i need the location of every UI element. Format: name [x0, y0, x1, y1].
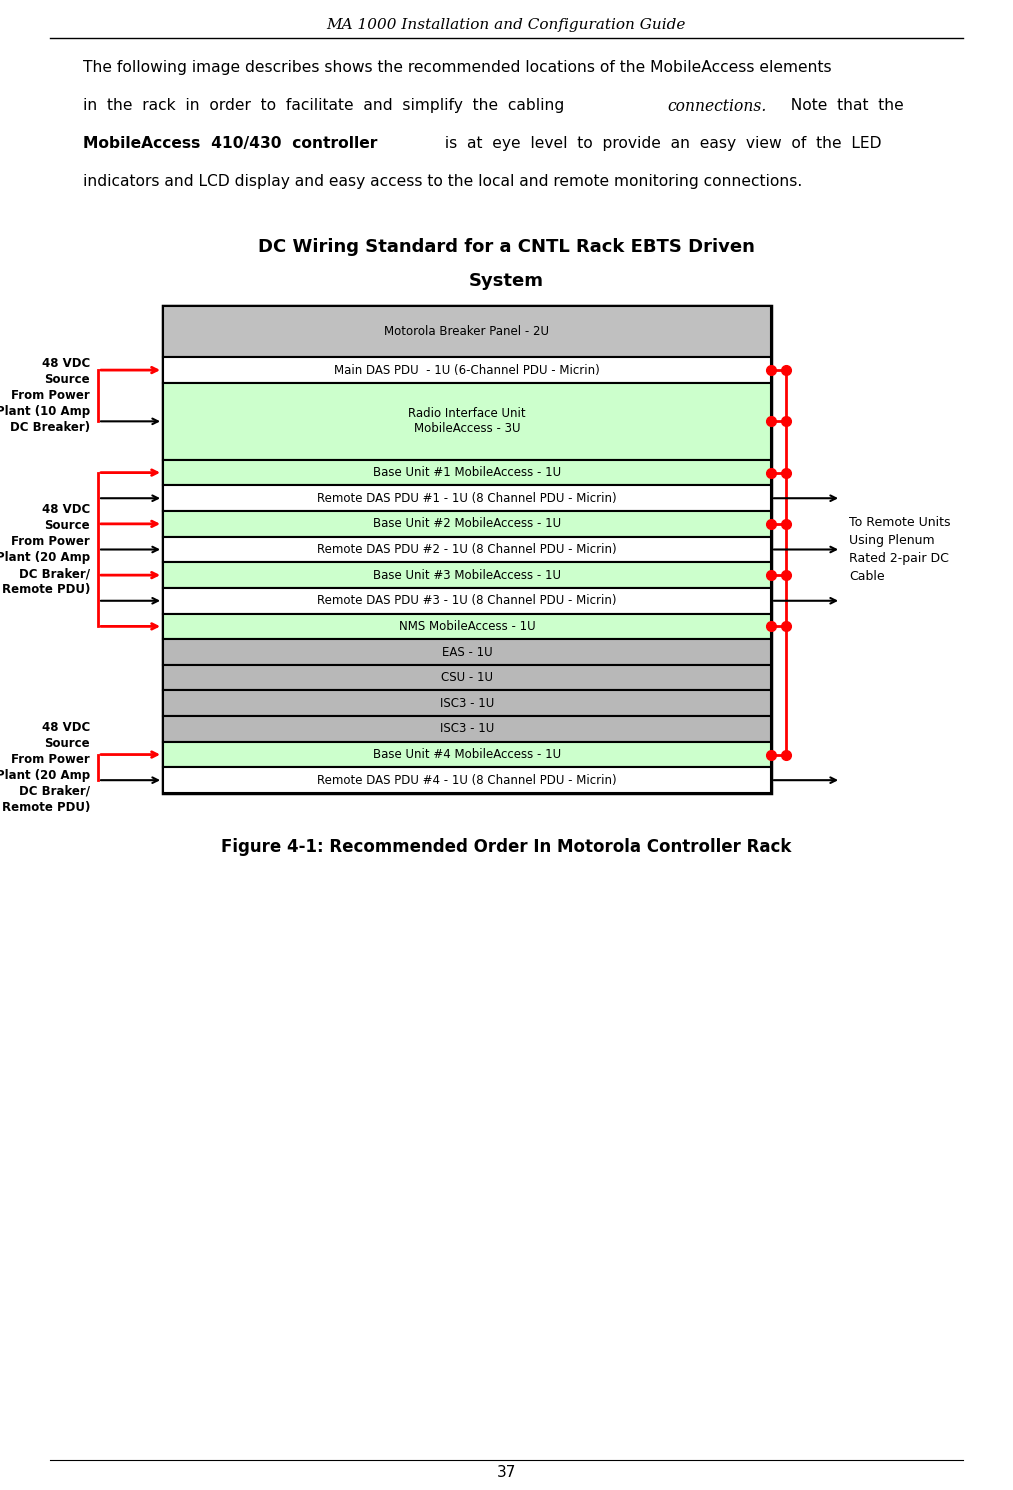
Text: Remote DAS PDU #4 - 1U (8 Channel PDU - Micrin): Remote DAS PDU #4 - 1U (8 Channel PDU - …: [317, 773, 617, 787]
Text: Remote DAS PDU #1 - 1U (8 Channel PDU - Micrin): Remote DAS PDU #1 - 1U (8 Channel PDU - …: [317, 492, 617, 505]
Text: Base Unit #1 MobileAccess - 1U: Base Unit #1 MobileAccess - 1U: [373, 466, 561, 480]
Text: MA 1000 Installation and Configuration Guide: MA 1000 Installation and Configuration G…: [326, 18, 686, 31]
Text: 48 VDC
Source
From Power
Plant (10 Amp
DC Breaker): 48 VDC Source From Power Plant (10 Amp D…: [0, 358, 90, 434]
Text: Main DAS PDU  - 1U (6-Channel PDU - Micrin): Main DAS PDU - 1U (6-Channel PDU - Micri…: [334, 364, 600, 377]
Text: Remote DAS PDU #2 - 1U (8 Channel PDU - Micrin): Remote DAS PDU #2 - 1U (8 Channel PDU - …: [317, 542, 617, 556]
Text: Note  that  the: Note that the: [781, 98, 904, 113]
Bar: [163, 486, 771, 511]
Text: 48 VDC
Source
From Power
Plant (20 Amp
DC Braker/
Remote PDU): 48 VDC Source From Power Plant (20 Amp D…: [0, 721, 90, 814]
Bar: [163, 717, 771, 742]
Text: The following image describes shows the recommended locations of the MobileAcces: The following image describes shows the …: [83, 60, 832, 74]
Text: is  at  eye  level  to  provide  an  easy  view  of  the  LED: is at eye level to provide an easy view …: [435, 136, 881, 150]
Text: DC Wiring Standard for a CNTL Rack EBTS Driven: DC Wiring Standard for a CNTL Rack EBTS …: [257, 238, 755, 256]
Bar: [163, 614, 771, 639]
Bar: [163, 562, 771, 589]
Text: Radio Interface Unit
MobileAccess - 3U: Radio Interface Unit MobileAccess - 3U: [408, 407, 526, 435]
Text: 37: 37: [496, 1465, 516, 1480]
Bar: [163, 589, 771, 614]
Bar: [163, 742, 771, 767]
Bar: [163, 358, 771, 383]
Bar: [163, 511, 771, 536]
Text: Motorola Breaker Panel - 2U: Motorola Breaker Panel - 2U: [385, 325, 549, 338]
Text: ISC3 - 1U: ISC3 - 1U: [440, 723, 494, 736]
Text: NMS MobileAccess - 1U: NMS MobileAccess - 1U: [399, 620, 535, 633]
Text: in  the  rack  in  order  to  facilitate  and  simplify  the  cabling: in the rack in order to facilitate and s…: [83, 98, 574, 113]
Text: Remote DAS PDU #3 - 1U (8 Channel PDU - Micrin): Remote DAS PDU #3 - 1U (8 Channel PDU - …: [317, 595, 617, 608]
Bar: [163, 305, 771, 358]
Text: System: System: [468, 273, 544, 291]
Bar: [163, 460, 771, 486]
Text: Base Unit #3 MobileAccess - 1U: Base Unit #3 MobileAccess - 1U: [373, 569, 561, 581]
Text: Base Unit #2 MobileAccess - 1U: Base Unit #2 MobileAccess - 1U: [373, 517, 561, 530]
Text: indicators and LCD display and easy access to the local and remote monitoring co: indicators and LCD display and easy acce…: [83, 174, 802, 189]
Text: 48 VDC
Source
From Power
Plant (20 Amp
DC Braker/
Remote PDU): 48 VDC Source From Power Plant (20 Amp D…: [0, 504, 90, 596]
Bar: [163, 639, 771, 665]
Bar: [163, 767, 771, 793]
Text: To Remote Units
Using Plenum
Rated 2-pair DC
Cable: To Remote Units Using Plenum Rated 2-pai…: [849, 516, 950, 583]
Text: EAS - 1U: EAS - 1U: [442, 645, 492, 659]
Bar: [163, 305, 771, 793]
Text: CSU - 1U: CSU - 1U: [441, 670, 493, 684]
Text: MobileAccess  410/430  controller: MobileAccess 410/430 controller: [83, 136, 378, 150]
Bar: [163, 383, 771, 460]
Text: ISC3 - 1U: ISC3 - 1U: [440, 697, 494, 709]
Bar: [163, 690, 771, 717]
Text: connections.: connections.: [667, 98, 766, 115]
Bar: [163, 536, 771, 562]
Text: Base Unit #4 MobileAccess - 1U: Base Unit #4 MobileAccess - 1U: [373, 748, 561, 761]
Text: Figure 4-1: Recommended Order In Motorola Controller Rack: Figure 4-1: Recommended Order In Motorol…: [221, 837, 791, 855]
Bar: [163, 665, 771, 690]
